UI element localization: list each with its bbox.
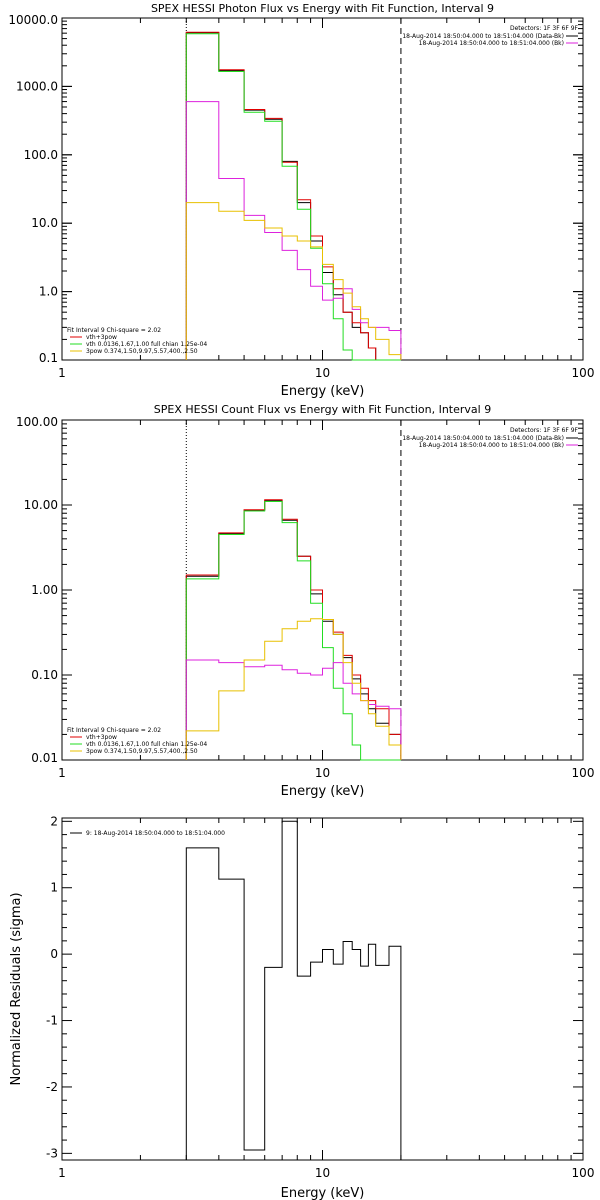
x-axis-label: Energy (keV): [281, 784, 365, 799]
y-tick-label: 0.01: [31, 751, 58, 765]
series-black: [185, 820, 402, 1160]
legend-entry-label: vth 0.0136,1.67,1.00 full chian 1.25e-04: [86, 741, 207, 748]
series-green: [185, 501, 401, 761]
x-axis-label: Energy (keV): [281, 1186, 365, 1200]
chart-title: SPEX HESSI Count Flux vs Energy with Fit…: [154, 403, 491, 416]
y-tick-label: 2: [50, 814, 58, 828]
y-tick-label: 10.00: [24, 498, 58, 512]
legend-header: Fit Interval 9 Chi-square = 2.02: [67, 727, 161, 734]
x-tick-label: 100: [572, 1166, 595, 1180]
x-tick-label: 10: [315, 366, 330, 380]
y-tick-label: 1: [50, 881, 58, 895]
x-tick-label: 10: [315, 766, 330, 780]
y-tick-label: 0.10: [31, 668, 58, 682]
x-tick-label: 10: [315, 1166, 330, 1180]
series-green: [185, 33, 401, 361]
y-tick-label: -3: [46, 1146, 58, 1160]
legend-entry-label: vth+3pow: [86, 734, 117, 741]
y-tick-label: -2: [46, 1080, 58, 1094]
y-tick-label: 1.00: [31, 583, 58, 597]
y-axis-label: Normalized Residuals (sigma): [9, 892, 24, 1085]
y-tick-label: -1: [46, 1014, 58, 1028]
y-tick-label: 100.00: [16, 415, 58, 429]
x-tick-label: 1: [58, 1166, 66, 1180]
series-yellow: [185, 202, 402, 360]
y-tick-label: 0: [50, 947, 58, 961]
x-tick-label: 1: [58, 766, 66, 780]
chart-panel-1: SPEX HESSI Photon Flux vs Energy with Fi…: [8, 2, 594, 399]
y-tick-label: 1.0: [39, 285, 58, 299]
chart-panel-2: SPEX HESSI Count Flux vs Energy with Fit…: [16, 403, 594, 799]
legend-entry-label: 18-Aug-2014 18:50:04.000 to 18:51:04.000…: [402, 435, 564, 442]
x-tick-label: 1: [58, 366, 66, 380]
legend-entry-label: 9: 18-Aug-2014 18:50:04.000 to 18:51:04.…: [86, 830, 225, 837]
legend-entry-label: 18-Aug-2014 18:50:04.000 to 18:51:04.000…: [402, 33, 564, 40]
legend-header: Detectors: 1F 3F 6F 9F: [510, 25, 579, 32]
legend-entry-label: 18-Aug-2014 18:50:04.000 to 18:51:04.000…: [419, 40, 564, 47]
legend-entry-label: vth+3pow: [86, 334, 117, 341]
legend-entry-label: vth 0.0136,1.67,1.00 full chian 1.25e-04: [86, 341, 207, 348]
y-tick-label: 100.0: [24, 148, 58, 162]
y-tick-label: 10000.0: [8, 13, 58, 27]
legend-entry-label: 3pow 0.374,1.50,9.97,5.57,400.,2.50: [86, 748, 198, 755]
series-yellow: [185, 618, 402, 760]
chart-panel-3: 1 10 100 -3 -2 -1 0 1 2 Energy (keV) Normalized Re…: [9, 814, 594, 1200]
legend-entry-label: 3pow 0.374,1.50,9.97,5.57,400.,2.50: [86, 348, 198, 355]
x-tick-label: 100: [572, 366, 595, 380]
y-tick-label: 1000.0: [16, 79, 58, 93]
legend-header: Fit Interval 9 Chi-square = 2.02: [67, 327, 161, 334]
x-axis-label: Energy (keV): [281, 384, 365, 399]
legend-header: Detectors: 1F 3F 6F 9F: [510, 427, 579, 434]
series-magenta: [185, 659, 402, 760]
y-tick-label: 0.1: [39, 351, 58, 365]
chart-title: SPEX HESSI Photon Flux vs Energy with Fi…: [151, 2, 494, 15]
y-tick-label: 10.0: [31, 216, 58, 230]
legend-entry-label: 18-Aug-2014 18:50:04.000 to 18:51:04.000…: [419, 442, 564, 449]
x-tick-label: 100: [572, 766, 595, 780]
